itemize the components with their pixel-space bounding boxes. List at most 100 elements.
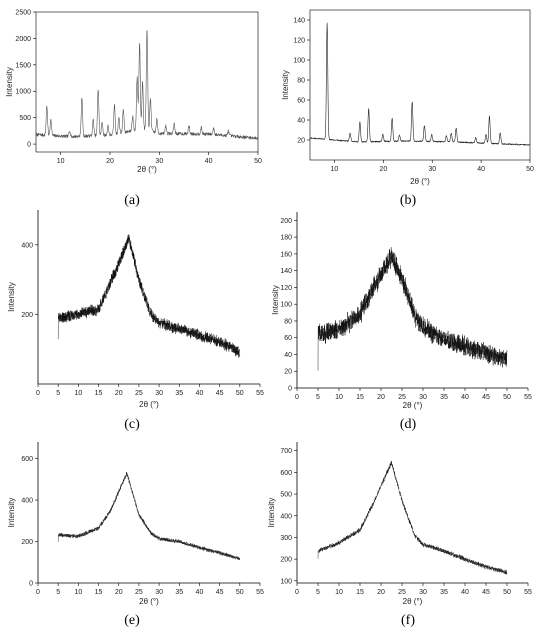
x-tick-label: 30 — [419, 394, 427, 401]
panel-label: (c) — [124, 417, 140, 432]
x-axis-title: 2θ (°) — [403, 597, 423, 606]
x-tick-label: 15 — [356, 394, 364, 401]
y-tick-label: 160 — [280, 251, 292, 258]
y-tick-label: 400 — [21, 498, 33, 505]
x-tick-label: 15 — [356, 589, 364, 596]
x-tick-label: 5 — [56, 589, 60, 596]
x-axis-title: 2θ (°) — [139, 400, 159, 409]
y-tick-label: 0 — [27, 142, 31, 149]
y-tick-label: 80 — [284, 318, 292, 325]
plot-frame — [309, 9, 531, 161]
x-tick-label: 55 — [256, 589, 264, 596]
x-axis-title: 2θ (°) — [410, 177, 430, 186]
x-tick-label: 35 — [175, 589, 183, 596]
y-tick-label: 100 — [280, 302, 292, 309]
panel-c: 0 5 10 15 20 25 30 35 40 45 50 55 200 400 2θ (°) Intens… — [7, 210, 264, 432]
y-tick-label: 700 — [280, 448, 292, 455]
x-axis-title: 2θ (°) — [137, 165, 157, 174]
x-tick-label: 10 — [57, 158, 65, 165]
panel-label: (a) — [124, 193, 140, 208]
plot-frame — [35, 11, 259, 153]
x-tick-label: 30 — [155, 158, 163, 165]
y-tick-label: 60 — [284, 335, 292, 342]
x-tick-label: 50 — [254, 158, 262, 165]
y-tick-label: 180 — [280, 235, 292, 242]
x-tick-label: 30 — [155, 390, 163, 397]
panel-b: 10 20 30 40 50 20 40 60 80 100 120 140 2θ (°) Intensi… — [281, 9, 534, 208]
x-tick-label: 45 — [216, 390, 224, 397]
x-tick-label: 25 — [398, 394, 406, 401]
y-axis-title: Intensity — [7, 498, 16, 528]
diffraction-series-line — [57, 234, 241, 358]
y-axis-title: Intensity — [7, 282, 16, 312]
x-tick-label: 5 — [316, 589, 320, 596]
y-tick-label: 500 — [19, 115, 31, 122]
x-tick-label: 20 — [377, 394, 385, 401]
x-tick-label: 50 — [503, 394, 511, 401]
x-tick-label: 10 — [335, 394, 343, 401]
panel-label: (f) — [401, 613, 415, 628]
y-tick-label: 120 — [293, 38, 305, 45]
x-tick-label: 25 — [135, 589, 143, 596]
y-tick-label: 500 — [280, 492, 292, 499]
x-tick-label: 25 — [135, 390, 143, 397]
panel-label: (e) — [124, 613, 140, 628]
x-tick-label: 5 — [56, 390, 60, 397]
x-tick-label: 15 — [95, 589, 103, 596]
x-axis-title: 2θ (°) — [139, 597, 159, 606]
x-tick-label: 20 — [379, 166, 387, 173]
y-tick-label: 40 — [297, 118, 305, 125]
x-tick-label: 25 — [398, 589, 406, 596]
x-axis-title: 2θ (°) — [403, 401, 423, 410]
y-tick-label: 20 — [297, 138, 305, 145]
y-tick-label: 20 — [284, 369, 292, 376]
y-tick-label: 600 — [21, 456, 33, 463]
x-tick-label: 40 — [477, 166, 485, 173]
x-tick-label: 0 — [295, 589, 299, 596]
y-tick-label: 1500 — [15, 62, 31, 69]
y-tick-label: 1000 — [15, 89, 31, 96]
y-tick-label: 600 — [280, 470, 292, 477]
y-tick-label: 100 — [280, 578, 292, 585]
x-tick-label: 20 — [377, 589, 385, 596]
x-tick-label: 0 — [295, 394, 299, 401]
y-tick-label: 100 — [293, 58, 305, 65]
y-tick-label: 80 — [297, 78, 305, 85]
y-tick-label: 200 — [280, 557, 292, 564]
diffraction-series-line — [57, 471, 241, 561]
x-tick-label: 20 — [115, 589, 123, 596]
y-tick-label: 0 — [29, 581, 33, 588]
y-tick-label: 2500 — [15, 10, 31, 17]
diffraction-series-line — [35, 30, 259, 140]
x-tick-label: 55 — [524, 589, 532, 596]
panel-e: 0 5 10 15 20 25 30 35 40 45 50 55 0 200 400 600 2θ (°) In… — [7, 442, 264, 628]
y-tick-label: 400 — [280, 513, 292, 520]
x-tick-label: 30 — [155, 589, 163, 596]
x-tick-label: 35 — [440, 394, 448, 401]
y-tick-label: 120 — [280, 285, 292, 292]
x-tick-label: 35 — [440, 589, 448, 596]
y-tick-label: 200 — [21, 539, 33, 546]
diffraction-series-line — [309, 22, 531, 146]
x-tick-label: 40 — [196, 390, 204, 397]
y-axis-title: Intensity — [267, 498, 276, 528]
x-tick-label: 0 — [36, 589, 40, 596]
x-tick-label: 10 — [335, 589, 343, 596]
y-tick-label: 140 — [280, 268, 292, 275]
x-tick-label: 45 — [216, 589, 224, 596]
x-tick-label: 40 — [461, 589, 469, 596]
x-tick-label: 10 — [74, 589, 82, 596]
x-tick-label: 40 — [461, 394, 469, 401]
y-tick-label: 60 — [297, 98, 305, 105]
x-tick-label: 10 — [74, 390, 82, 397]
y-tick-label: 200 — [21, 312, 33, 319]
x-tick-label: 20 — [115, 390, 123, 397]
y-tick-label: 200 — [280, 218, 292, 225]
x-tick-label: 30 — [428, 166, 436, 173]
x-tick-label: 35 — [175, 390, 183, 397]
y-tick-label: 40 — [284, 352, 292, 359]
y-tick-label: 300 — [280, 535, 292, 542]
panel-f: 0 5 10 15 20 25 30 35 40 45 50 55 100 200 300 400 500 600… — [267, 442, 532, 628]
